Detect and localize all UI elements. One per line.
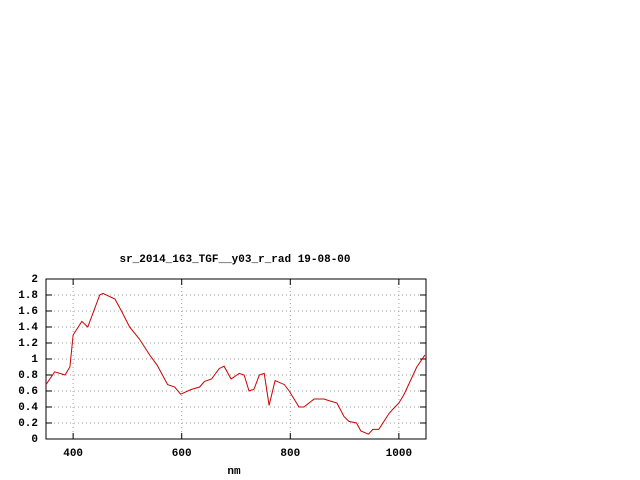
y-tick-label: 0	[31, 434, 38, 446]
y-tick-label: 1.6	[18, 306, 38, 318]
plot-frame	[45, 278, 427, 440]
x-tick-label: 400	[63, 448, 83, 460]
y-tick-label: 0.8	[18, 370, 38, 382]
y-tick-label: 0.2	[18, 418, 38, 430]
y-tick-label: 1.8	[18, 290, 38, 302]
y-tick-label: 2	[31, 274, 38, 286]
x-tick-label: 1000	[386, 448, 412, 460]
x-axis-label: nm	[227, 466, 241, 478]
y-tick-label: 1.2	[18, 338, 38, 350]
x-tick-label: 600	[172, 448, 192, 460]
x-tick-label: 800	[280, 448, 300, 460]
y-tick-label: 1.4	[18, 322, 38, 334]
y-tick-label: 0.4	[18, 402, 38, 414]
y-tick-label: 1	[31, 354, 38, 366]
data-line	[45, 292, 426, 435]
chart-title: sr_2014_163_TGF__y03_r_rad 19-08-00	[119, 254, 350, 266]
y-tick-label: 0.6	[18, 386, 38, 398]
